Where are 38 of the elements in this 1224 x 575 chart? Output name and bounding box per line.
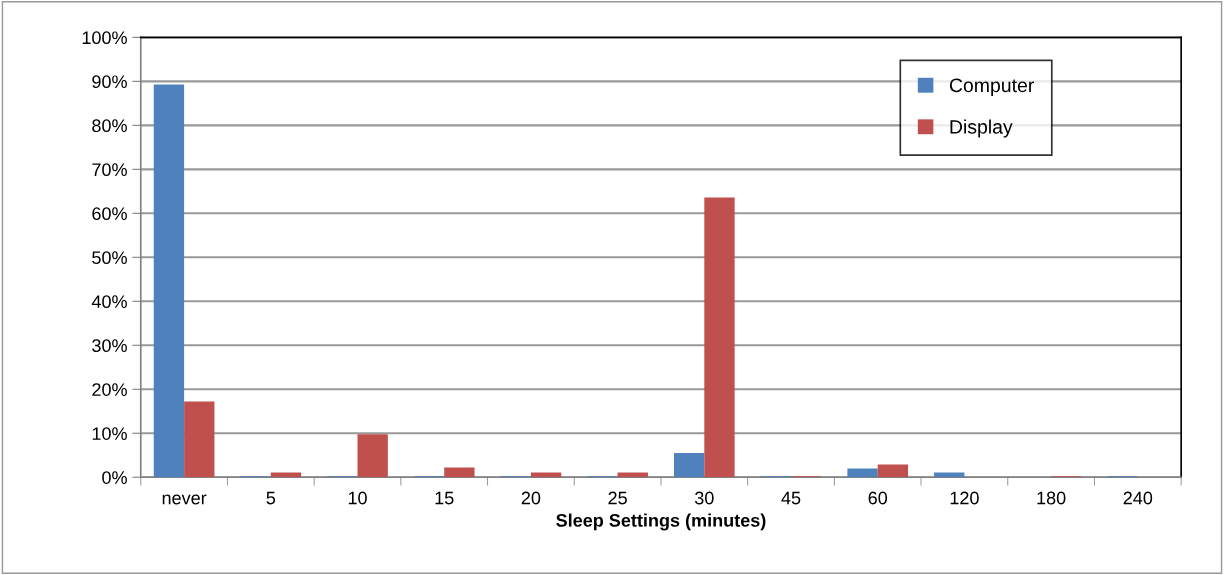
bar (934, 472, 965, 478)
y-tick-label: 100% (82, 31, 127, 45)
x-tick-label: 5 (266, 491, 276, 505)
bar (153, 84, 185, 478)
x-tick-label: 60 (868, 491, 888, 505)
y-tick-label: 10% (92, 427, 127, 440)
x-axis-title: Sleep Settings (minutes) (556, 513, 766, 531)
legend-label: Computer (949, 78, 1034, 97)
legend-label: Display (950, 119, 1013, 138)
x-tick-label: 30 (694, 491, 714, 505)
x-tick-label: 45 (781, 491, 801, 505)
bar (184, 401, 215, 478)
bar (877, 464, 909, 478)
y-tick-label: 20% (92, 383, 127, 396)
bar (270, 472, 302, 478)
x-tick-label: 10 (348, 491, 367, 505)
y-tick-label: 90% (92, 75, 127, 89)
y-tick-label: 70% (92, 163, 127, 177)
y-tick-label: 40% (91, 295, 127, 309)
x-tick-label: 20 (521, 491, 541, 505)
y-tick-label: 0% (102, 471, 127, 484)
x-tick-label: 25 (608, 491, 627, 505)
y-tick-label: 60% (92, 207, 127, 221)
x-tick-label: 120 (950, 491, 979, 505)
y-tick-label: 50% (92, 251, 127, 265)
x-tick-label: 180 (1037, 491, 1066, 505)
bar (357, 434, 388, 478)
bar (673, 453, 705, 478)
bar (847, 468, 878, 478)
y-tick-label: 30% (92, 339, 127, 353)
bar (444, 467, 475, 478)
bar (617, 472, 648, 478)
x-tick-label: 240 (1123, 491, 1153, 505)
x-tick-label: never (162, 494, 207, 505)
bar (704, 197, 735, 478)
y-tick-label: 80% (92, 119, 127, 133)
x-tick-label: 15 (435, 491, 454, 505)
bar (530, 472, 562, 478)
